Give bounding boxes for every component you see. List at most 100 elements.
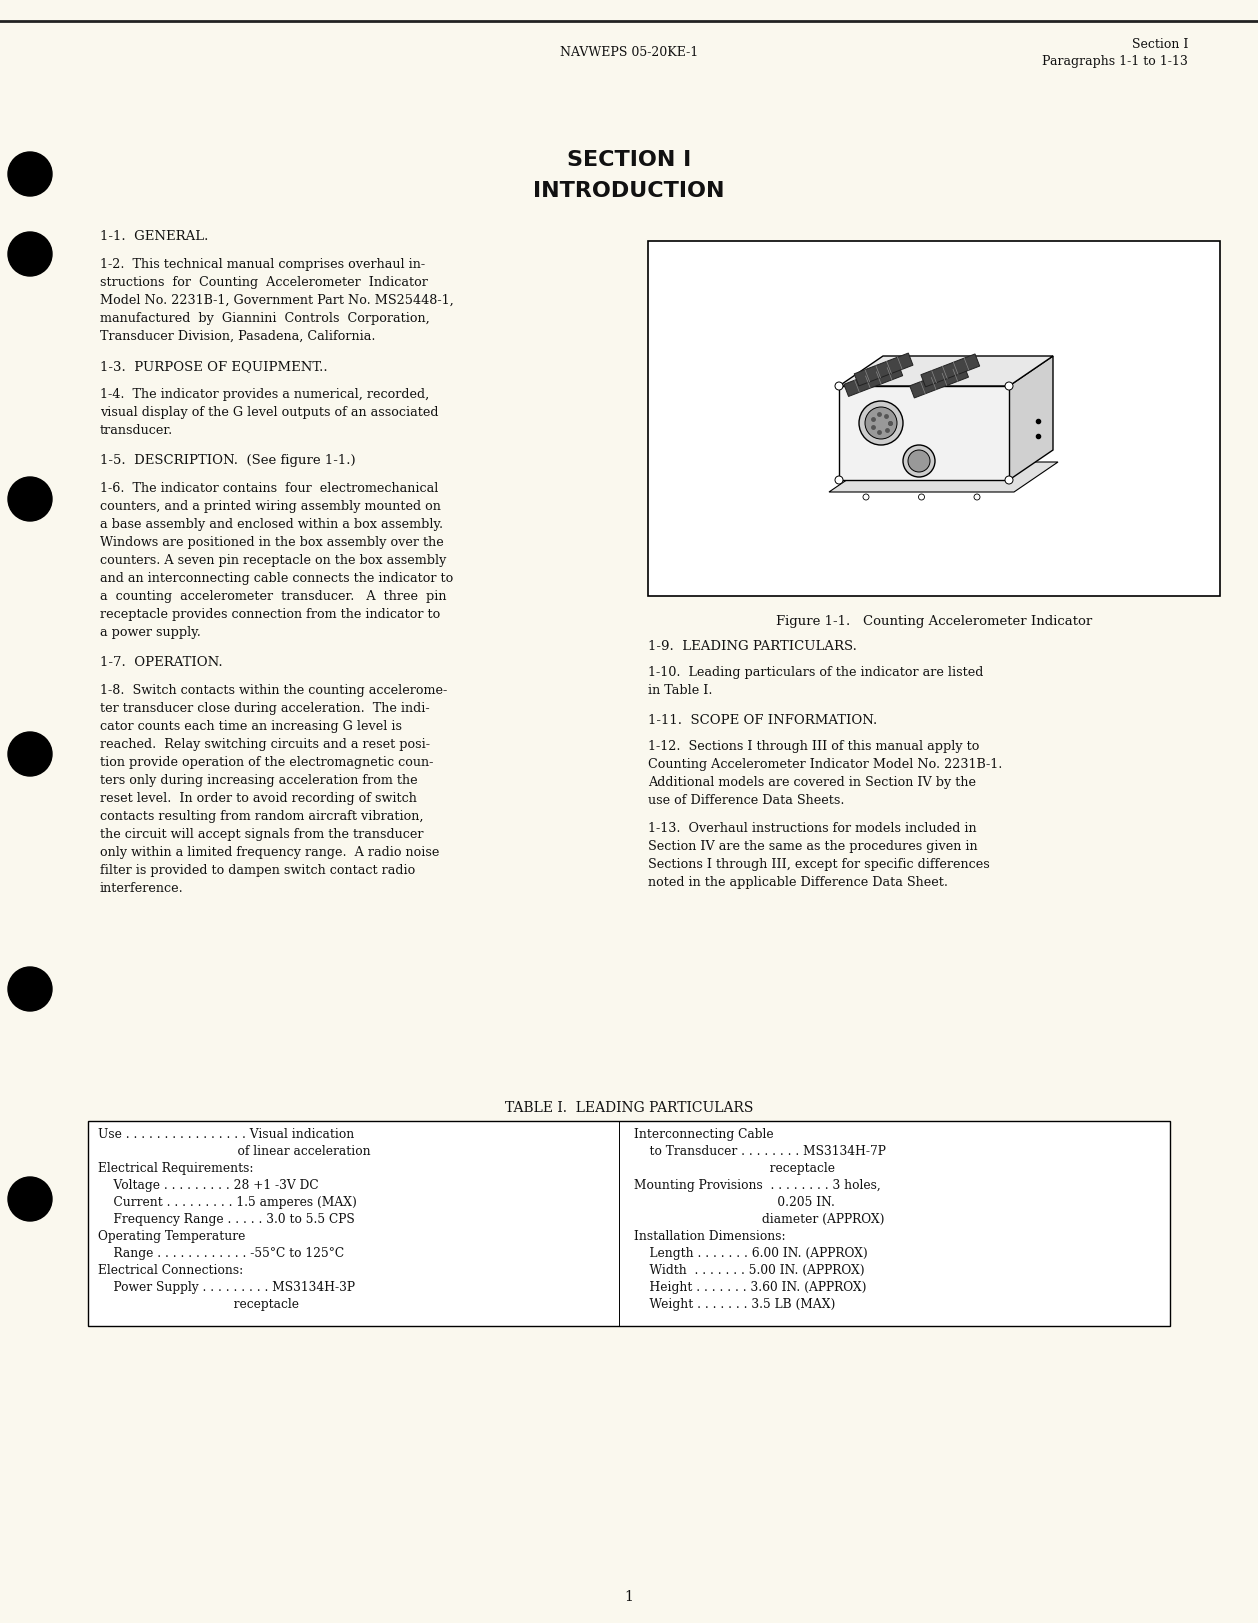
Polygon shape: [829, 463, 1058, 493]
Bar: [648, 242, 1220, 597]
Text: 1-12.  Sections I through III of this manual apply to: 1-12. Sections I through III of this man…: [648, 740, 980, 753]
Text: to Transducer . . . . . . . . MS3134H-7P: to Transducer . . . . . . . . MS3134H-7P: [634, 1144, 886, 1157]
Text: counters. A seven pin receptacle on the box assembly: counters. A seven pin receptacle on the …: [99, 553, 447, 566]
Polygon shape: [839, 386, 1009, 480]
Text: the circuit will accept signals from the transducer: the circuit will accept signals from the…: [99, 828, 424, 841]
Text: Power Supply . . . . . . . . . MS3134H-3P: Power Supply . . . . . . . . . MS3134H-3…: [98, 1281, 355, 1294]
Text: manufactured  by  Giannini  Controls  Corporation,: manufactured by Giannini Controls Corpor…: [99, 312, 430, 325]
Circle shape: [835, 383, 843, 391]
Circle shape: [903, 446, 935, 477]
Text: 1-8.  Switch contacts within the counting accelerome-: 1-8. Switch contacts within the counting…: [99, 683, 448, 696]
Circle shape: [863, 495, 869, 500]
Text: a power supply.: a power supply.: [99, 625, 201, 638]
Text: Electrical Connections:: Electrical Connections:: [98, 1263, 243, 1276]
Text: Weight . . . . . . . 3.5 LB (MAX): Weight . . . . . . . 3.5 LB (MAX): [634, 1297, 835, 1310]
Text: Section I: Section I: [1132, 39, 1188, 52]
Text: a base assembly and enclosed within a box assembly.: a base assembly and enclosed within a bo…: [99, 518, 443, 531]
Text: use of Difference Data Sheets.: use of Difference Data Sheets.: [648, 794, 844, 807]
Polygon shape: [921, 355, 980, 388]
Text: Section IV are the same as the procedures given in: Section IV are the same as the procedure…: [648, 839, 977, 852]
Text: NAVWEPS 05-20KE-1: NAVWEPS 05-20KE-1: [560, 45, 698, 58]
Text: 1-2.  This technical manual comprises overhaul in-: 1-2. This technical manual comprises ove…: [99, 258, 425, 271]
Text: in Table I.: in Table I.: [648, 683, 712, 696]
Text: interference.: interference.: [99, 881, 184, 894]
Text: receptacle: receptacle: [634, 1162, 835, 1175]
Text: and an interconnecting cable connects the indicator to: and an interconnecting cable connects th…: [99, 571, 453, 584]
Circle shape: [835, 477, 843, 485]
Text: ter transducer close during acceleration.  The indi-: ter transducer close during acceleration…: [99, 701, 430, 714]
Text: Operating Temperature: Operating Temperature: [98, 1229, 245, 1242]
Text: 1-6.  The indicator contains  four  electromechanical: 1-6. The indicator contains four electro…: [99, 482, 438, 495]
Polygon shape: [854, 354, 913, 386]
Text: Width  . . . . . . . 5.00 IN. (APPROX): Width . . . . . . . 5.00 IN. (APPROX): [634, 1263, 864, 1276]
Text: 1-7.  OPERATION.: 1-7. OPERATION.: [99, 656, 223, 669]
Text: Voltage . . . . . . . . . 28 +1 -3V DC: Voltage . . . . . . . . . 28 +1 -3V DC: [98, 1178, 318, 1191]
Text: 1-1.  GENERAL.: 1-1. GENERAL.: [99, 230, 209, 243]
Text: Range . . . . . . . . . . . . -55°C to 125°C: Range . . . . . . . . . . . . -55°C to 1…: [98, 1246, 345, 1259]
Text: transducer.: transducer.: [99, 424, 174, 437]
Text: Installation Dimensions:: Installation Dimensions:: [634, 1229, 786, 1242]
Text: Additional models are covered in Section IV by the: Additional models are covered in Section…: [648, 776, 976, 789]
Text: 1-11.  SCOPE OF INFORMATION.: 1-11. SCOPE OF INFORMATION.: [648, 714, 877, 727]
Text: noted in the applicable Difference Data Sheet.: noted in the applicable Difference Data …: [648, 875, 949, 888]
Text: 1-3.  PURPOSE OF EQUIPMENT..: 1-3. PURPOSE OF EQUIPMENT..: [99, 360, 327, 373]
Text: cator counts each time an increasing G level is: cator counts each time an increasing G l…: [99, 719, 403, 732]
Circle shape: [908, 451, 930, 472]
Text: Paragraphs 1-1 to 1-13: Paragraphs 1-1 to 1-13: [1042, 55, 1188, 68]
Text: 1-9.  LEADING PARTICULARS.: 1-9. LEADING PARTICULARS.: [648, 639, 857, 652]
Text: SECTION I: SECTION I: [567, 149, 691, 170]
Text: 1-5.  DESCRIPTION.  (See figure 1-1.): 1-5. DESCRIPTION. (See figure 1-1.): [99, 454, 356, 467]
Text: counters, and a printed wiring assembly mounted on: counters, and a printed wiring assembly …: [99, 500, 440, 513]
Text: Current . . . . . . . . . 1.5 amperes (MAX): Current . . . . . . . . . 1.5 amperes (M…: [98, 1195, 357, 1208]
Text: Counting Accelerometer Indicator Model No. 2231B-1.: Counting Accelerometer Indicator Model N…: [648, 758, 1003, 771]
Circle shape: [8, 1177, 52, 1220]
Circle shape: [8, 732, 52, 776]
Circle shape: [1005, 477, 1013, 485]
Text: Interconnecting Cable: Interconnecting Cable: [634, 1128, 774, 1141]
Polygon shape: [1009, 357, 1053, 480]
Circle shape: [974, 495, 980, 500]
Text: reached.  Relay switching circuits and a reset posi-: reached. Relay switching circuits and a …: [99, 737, 430, 750]
Circle shape: [8, 967, 52, 1011]
Text: only within a limited frequency range.  A radio noise: only within a limited frequency range. A…: [99, 846, 439, 859]
Text: a  counting  accelerometer  transducer.   A  three  pin: a counting accelerometer transducer. A t…: [99, 589, 447, 602]
Text: of linear acceleration: of linear acceleration: [98, 1144, 371, 1157]
Circle shape: [8, 477, 52, 521]
Circle shape: [866, 407, 897, 440]
Text: Transducer Division, Pasadena, California.: Transducer Division, Pasadena, Californi…: [99, 329, 375, 342]
Text: visual display of the G level outputs of an associated: visual display of the G level outputs of…: [99, 406, 439, 419]
Text: Windows are positioned in the box assembly over the: Windows are positioned in the box assemb…: [99, 536, 444, 549]
Text: INTRODUCTION: INTRODUCTION: [533, 180, 725, 201]
Circle shape: [8, 232, 52, 278]
Text: Figure 1-1.   Counting Accelerometer Indicator: Figure 1-1. Counting Accelerometer Indic…: [776, 615, 1092, 628]
Text: Length . . . . . . . 6.00 IN. (APPROX): Length . . . . . . . 6.00 IN. (APPROX): [634, 1246, 868, 1259]
Circle shape: [1005, 383, 1013, 391]
Polygon shape: [844, 364, 903, 398]
Text: 1-13.  Overhaul instructions for models included in: 1-13. Overhaul instructions for models i…: [648, 821, 976, 834]
Text: Mounting Provisions  . . . . . . . . 3 holes,: Mounting Provisions . . . . . . . . 3 ho…: [634, 1178, 881, 1191]
Circle shape: [8, 153, 52, 196]
Text: Use . . . . . . . . . . . . . . . . Visual indication: Use . . . . . . . . . . . . . . . . Visu…: [98, 1128, 355, 1141]
Circle shape: [859, 403, 903, 446]
Text: tion provide operation of the electromagnetic coun-: tion provide operation of the electromag…: [99, 756, 433, 769]
Text: TABLE I.  LEADING PARTICULARS: TABLE I. LEADING PARTICULARS: [504, 1100, 754, 1115]
Text: reset level.  In order to avoid recording of switch: reset level. In order to avoid recording…: [99, 792, 416, 805]
Polygon shape: [839, 357, 1053, 386]
Text: receptacle provides connection from the indicator to: receptacle provides connection from the …: [99, 607, 440, 620]
Circle shape: [918, 495, 925, 500]
Text: ters only during increasing acceleration from the: ters only during increasing acceleration…: [99, 774, 418, 787]
Text: 0.205 IN.: 0.205 IN.: [634, 1195, 835, 1208]
Polygon shape: [910, 365, 969, 399]
Text: 1-4.  The indicator provides a numerical, recorded,: 1-4. The indicator provides a numerical,…: [99, 388, 429, 401]
Text: Frequency Range . . . . . 3.0 to 5.5 CPS: Frequency Range . . . . . 3.0 to 5.5 CPS: [98, 1212, 355, 1225]
Text: Height . . . . . . . 3.60 IN. (APPROX): Height . . . . . . . 3.60 IN. (APPROX): [634, 1281, 867, 1294]
Text: filter is provided to dampen switch contact radio: filter is provided to dampen switch cont…: [99, 863, 415, 876]
Text: diameter (APPROX): diameter (APPROX): [634, 1212, 884, 1225]
Text: structions  for  Counting  Accelerometer  Indicator: structions for Counting Accelerometer In…: [99, 276, 428, 289]
Text: Electrical Requirements:: Electrical Requirements:: [98, 1162, 254, 1175]
Text: Sections I through III, except for specific differences: Sections I through III, except for speci…: [648, 857, 990, 870]
Text: 1: 1: [624, 1589, 634, 1604]
Text: Model No. 2231B-1, Government Part No. MS25448-1,: Model No. 2231B-1, Government Part No. M…: [99, 294, 454, 307]
Bar: [88, 1121, 1170, 1326]
Text: receptacle: receptacle: [98, 1297, 299, 1310]
